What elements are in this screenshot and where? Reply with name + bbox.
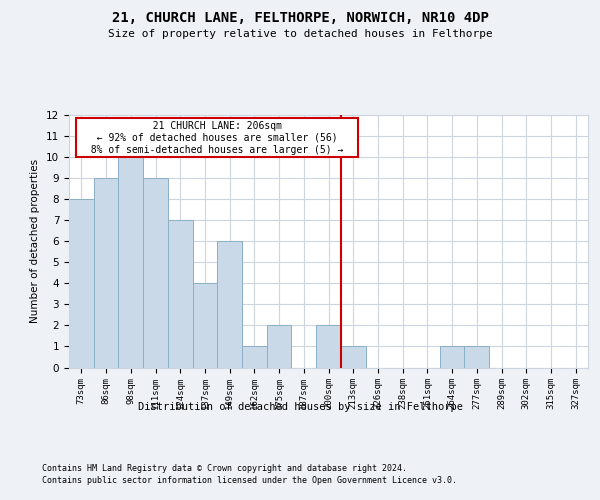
Text: 21, CHURCH LANE, FELTHORPE, NORWICH, NR10 4DP: 21, CHURCH LANE, FELTHORPE, NORWICH, NR1… — [112, 11, 488, 25]
Bar — [267, 326, 292, 368]
Text: Distribution of detached houses by size in Felthorpe: Distribution of detached houses by size … — [137, 402, 463, 412]
Bar — [242, 346, 267, 368]
Bar — [118, 157, 143, 368]
Bar — [168, 220, 193, 368]
Bar — [464, 346, 489, 368]
Bar — [341, 346, 365, 368]
Bar — [316, 326, 341, 368]
Bar — [193, 284, 217, 368]
Bar — [440, 346, 464, 368]
Text: 21 CHURCH LANE: 206sqm  
  ← 92% of detached houses are smaller (56)  
  8% of s: 21 CHURCH LANE: 206sqm ← 92% of detached… — [79, 122, 355, 154]
Bar — [94, 178, 118, 368]
Text: Size of property relative to detached houses in Felthorpe: Size of property relative to detached ho… — [107, 29, 493, 39]
Bar — [69, 199, 94, 368]
Bar — [143, 178, 168, 368]
Y-axis label: Number of detached properties: Number of detached properties — [31, 159, 40, 324]
Text: Contains HM Land Registry data © Crown copyright and database right 2024.: Contains HM Land Registry data © Crown c… — [42, 464, 407, 473]
Bar — [217, 242, 242, 368]
Text: Contains public sector information licensed under the Open Government Licence v3: Contains public sector information licen… — [42, 476, 457, 485]
